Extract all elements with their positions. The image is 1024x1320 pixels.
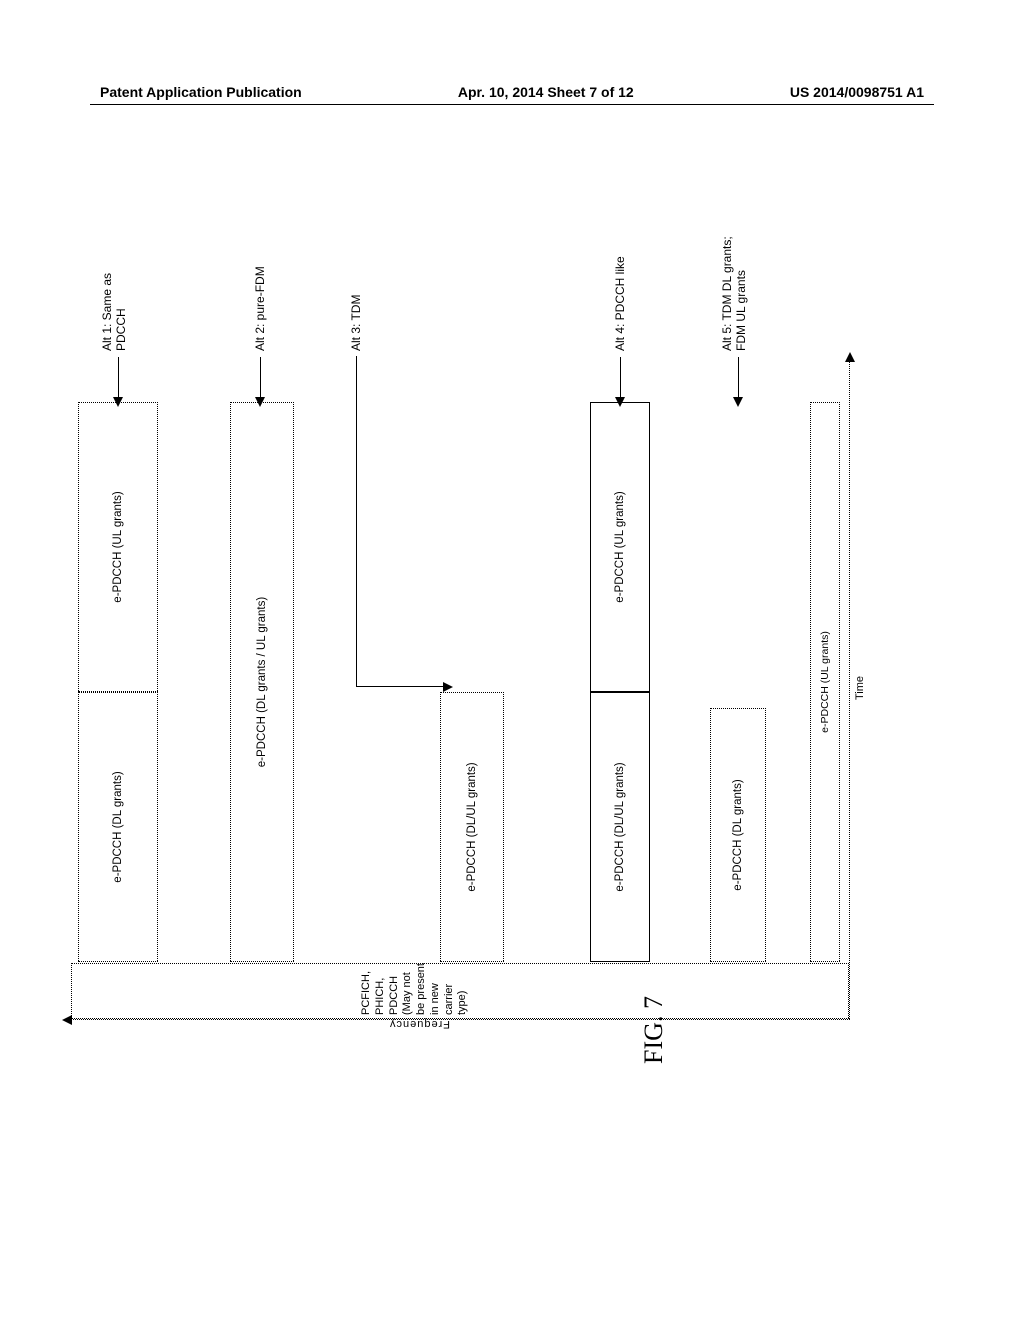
alt4-label-text: Alt 4: PDCCH like xyxy=(613,256,627,351)
alt1-dl-box: e-PDCCH (DL grants) xyxy=(78,692,158,962)
time-arrow-icon xyxy=(845,352,855,362)
time-axis-label: Time xyxy=(854,676,866,700)
alt2-arrow-icon xyxy=(255,397,265,407)
legacy-line: type) xyxy=(456,991,468,1015)
alt3-text: e-PDCCH (DL/UL grants) xyxy=(466,762,478,891)
alt1-label-text: Alt 1: Same asPDCCH xyxy=(100,273,128,351)
header-center: Apr. 10, 2014 Sheet 7 of 12 xyxy=(458,84,634,100)
header-rule xyxy=(90,104,934,105)
alt5-label: Alt 5: TDM DL grants;FDM UL grants xyxy=(720,191,749,351)
alt3-pointer-hline xyxy=(356,356,357,686)
figure-caption: FIG. 7 xyxy=(639,996,669,1064)
alt2-label-text: Alt 2: pure-FDM xyxy=(253,266,267,351)
alt4-arrow-icon xyxy=(615,397,625,407)
alt5-dl-box: e-PDCCH (DL grants) xyxy=(710,708,766,962)
alt4-ul-box: e-PDCCH (UL grants) xyxy=(590,402,650,692)
alt4-dl-text: e-PDCCH (DL/UL grants) xyxy=(614,762,626,891)
alt5-arrow-icon xyxy=(733,397,743,407)
alt1-ul-text: e-PDCCH (UL grants) xyxy=(112,491,124,602)
header-right: US 2014/0098751 A1 xyxy=(790,84,924,100)
alt1-dl-text: e-PDCCH (DL grants) xyxy=(112,771,124,882)
legacy-line: carrier xyxy=(443,984,455,1015)
alt1-ul-box: e-PDCCH (UL grants) xyxy=(78,402,158,692)
chart-area: e-PDCCH (DL grants) e-PDCCH (UL grants) … xyxy=(70,392,850,962)
figure-7-container: Frequency Time PCFICH, PHICH, PDCCH (May… xyxy=(70,360,850,1020)
alt1-arrow-icon xyxy=(113,397,123,407)
alt5-pointer-line xyxy=(738,357,739,399)
alt4-pointer-line xyxy=(620,357,621,399)
alt3-label-text: Alt 3: TDM xyxy=(349,295,363,351)
alt2-pointer-line xyxy=(260,357,261,399)
alt2-box: e-PDCCH (DL grants / UL grants) xyxy=(230,402,294,962)
header-left: Patent Application Publication xyxy=(100,84,302,100)
legacy-line: in new xyxy=(429,983,441,1015)
alt1-label: Alt 1: Same asPDCCH xyxy=(100,241,129,351)
alt5-ul-box: e-PDCCH (UL grants) xyxy=(810,402,840,962)
legacy-line: PHICH, xyxy=(374,978,386,1015)
alt3-box: e-PDCCH (DL/UL grants) xyxy=(440,692,504,962)
page-header: Patent Application Publication Apr. 10, … xyxy=(0,84,1024,100)
alt4-ul-text: e-PDCCH (UL grants) xyxy=(614,491,626,602)
alt5-dl-text: e-PDCCH (DL grants) xyxy=(732,779,744,890)
legacy-line: PDCCH xyxy=(388,976,400,1015)
alt5-label-text: Alt 5: TDM DL grants;FDM UL grants xyxy=(720,236,748,351)
frequency-axis-label: Frequency xyxy=(389,1018,450,1030)
alt2-text: e-PDCCH (DL grants / UL grants) xyxy=(256,597,268,767)
alt3-label: Alt 3: TDM xyxy=(349,241,363,351)
legacy-line: (May not xyxy=(401,972,413,1015)
diagram: Frequency Time PCFICH, PHICH, PDCCH (May… xyxy=(70,360,850,1020)
alt4-dl-box: e-PDCCH (DL/UL grants) xyxy=(590,692,650,962)
alt1-pointer-line xyxy=(118,357,119,399)
alt3-pointer-arrow-icon xyxy=(443,682,453,692)
alt2-label: Alt 2: pure-FDM xyxy=(253,221,267,351)
alt3-pointer-line xyxy=(356,686,446,687)
alt4-label: Alt 4: PDCCH like xyxy=(613,211,627,351)
legacy-line: PCFICH, xyxy=(360,971,372,1015)
legacy-line: be present xyxy=(415,963,427,1015)
alt5-ul-text: e-PDCCH (UL grants) xyxy=(819,631,831,733)
